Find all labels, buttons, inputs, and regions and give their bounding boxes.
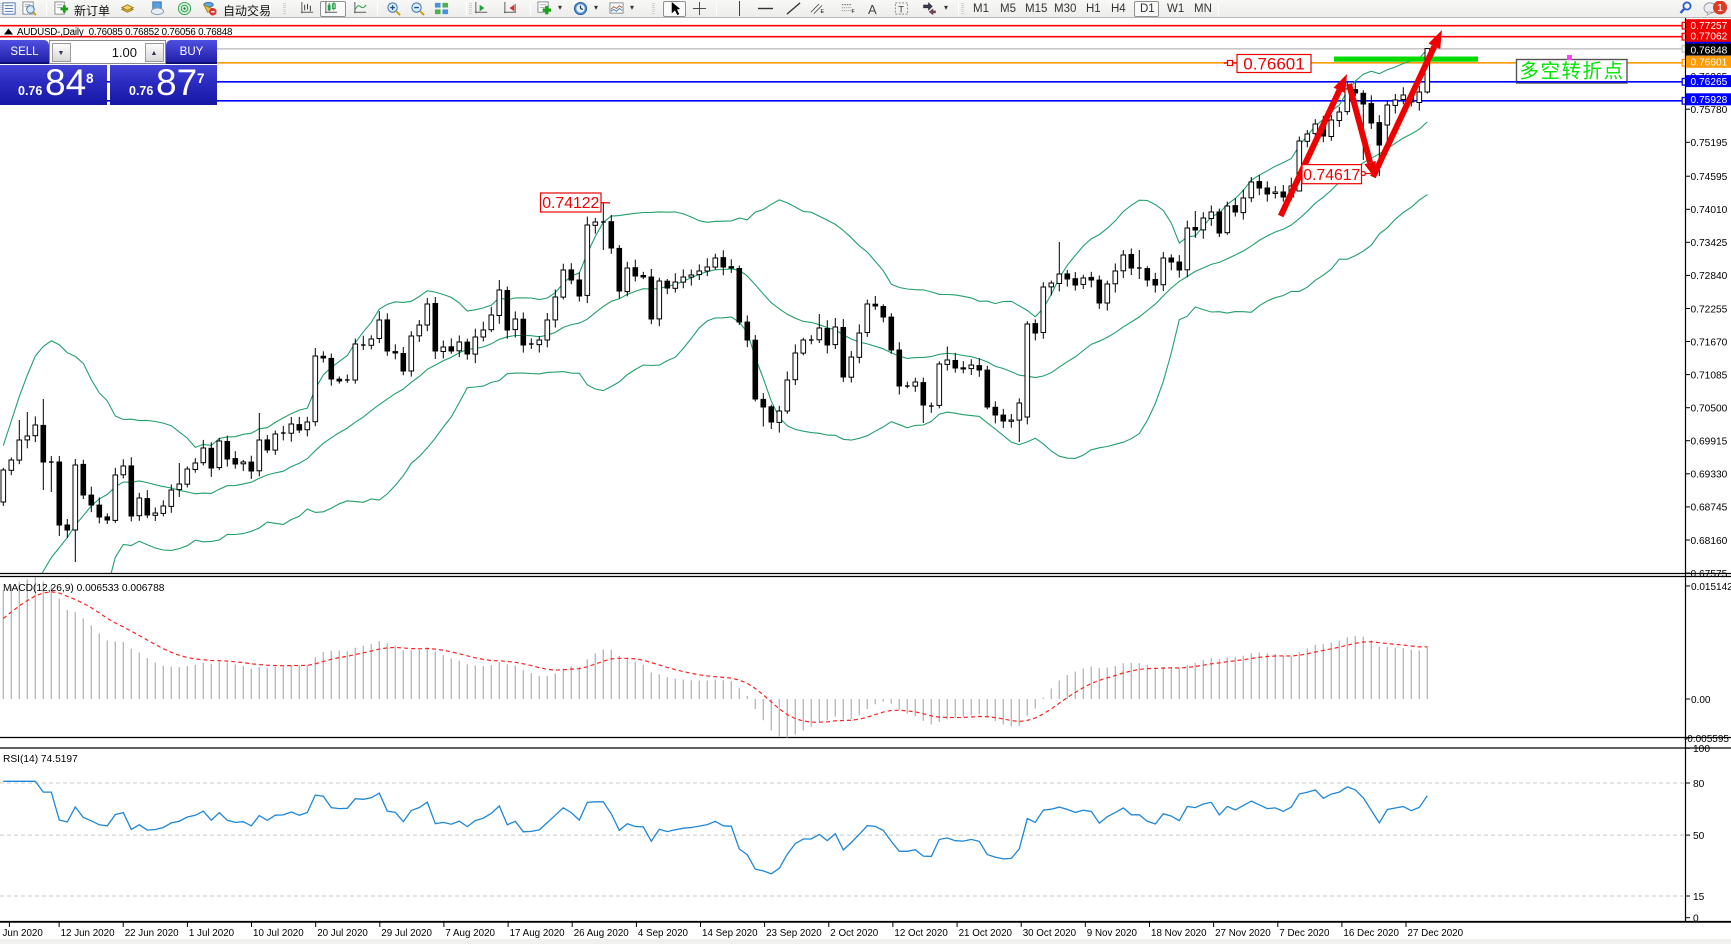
svg-text:20 Jul 2020: 20 Jul 2020 xyxy=(317,928,368,939)
svg-text:1 Jul 2020: 1 Jul 2020 xyxy=(189,928,235,939)
svg-text:17 Aug 2020: 17 Aug 2020 xyxy=(510,928,566,939)
svg-text:AUDUSD-,Daily 0.76085 0.76852: AUDUSD-,Daily 0.76085 0.76852 0.76056 0.… xyxy=(17,27,233,38)
svg-text:27 Dec 2020: 27 Dec 2020 xyxy=(1408,928,1464,939)
svg-text:0.68745: 0.68745 xyxy=(1691,503,1728,514)
svg-text:0.75780: 0.75780 xyxy=(1691,105,1728,116)
svg-text:2 Oct 2020: 2 Oct 2020 xyxy=(830,928,878,939)
svg-text:0.75195: 0.75195 xyxy=(1691,138,1728,149)
svg-text:0.72840: 0.72840 xyxy=(1691,271,1728,282)
svg-text:-0.005595: -0.005595 xyxy=(1684,734,1729,745)
svg-text:0.77062: 0.77062 xyxy=(1691,32,1728,43)
svg-text:10 Jul 2020: 10 Jul 2020 xyxy=(253,928,304,939)
svg-text:T: T xyxy=(898,4,904,14)
svg-text:12 Oct 2020: 12 Oct 2020 xyxy=(894,928,948,939)
svg-text:21 Oct 2020: 21 Oct 2020 xyxy=(959,928,1013,939)
svg-text:0.76265: 0.76265 xyxy=(1691,77,1728,88)
svg-text:0.73425: 0.73425 xyxy=(1691,238,1728,249)
svg-text:4 Sep 2020: 4 Sep 2020 xyxy=(638,928,689,939)
svg-text:26 Aug 2020: 26 Aug 2020 xyxy=(574,928,630,939)
svg-text:0.74010: 0.74010 xyxy=(1691,205,1728,216)
svg-text:27 Nov 2020: 27 Nov 2020 xyxy=(1215,928,1271,939)
svg-text:0.69915: 0.69915 xyxy=(1691,437,1728,448)
svg-text:29 Jul 2020: 29 Jul 2020 xyxy=(381,928,432,939)
svg-text:30 Oct 2020: 30 Oct 2020 xyxy=(1023,928,1077,939)
svg-text:15: 15 xyxy=(1693,892,1705,903)
svg-text:14 Sep 2020: 14 Sep 2020 xyxy=(702,928,758,939)
svg-text:MACD(12,26,9) 0.006533 0.00678: MACD(12,26,9) 0.006533 0.006788 xyxy=(3,583,165,594)
svg-text:0.75928: 0.75928 xyxy=(1691,95,1728,106)
svg-text:22 Jun 2020: 22 Jun 2020 xyxy=(125,928,179,939)
svg-text:7 Aug 2020: 7 Aug 2020 xyxy=(445,928,495,939)
svg-text:9 Nov 2020: 9 Nov 2020 xyxy=(1087,928,1138,939)
svg-text:0.71085: 0.71085 xyxy=(1691,370,1728,381)
svg-text:0.76601: 0.76601 xyxy=(1691,58,1728,69)
svg-text:0: 0 xyxy=(1693,914,1699,925)
svg-text:0.74595: 0.74595 xyxy=(1691,172,1728,183)
svg-text:F: F xyxy=(852,9,855,15)
svg-text:E: E xyxy=(821,9,825,15)
svg-text:0.68160: 0.68160 xyxy=(1691,536,1728,547)
svg-text:1: 1 xyxy=(1717,2,1723,14)
svg-text:0.72255: 0.72255 xyxy=(1691,304,1728,315)
svg-text:50: 50 xyxy=(1693,831,1705,842)
svg-text:16 Dec 2020: 16 Dec 2020 xyxy=(1343,928,1399,939)
svg-text:0.76848: 0.76848 xyxy=(1691,45,1728,56)
svg-text:18 Nov 2020: 18 Nov 2020 xyxy=(1151,928,1207,939)
svg-text:0.74617: 0.74617 xyxy=(1303,167,1360,184)
svg-text:Jun 2020: Jun 2020 xyxy=(3,928,44,939)
svg-text:0.00: 0.00 xyxy=(1691,695,1711,706)
svg-text:12 Jun 2020: 12 Jun 2020 xyxy=(61,928,115,939)
svg-text:0.70500: 0.70500 xyxy=(1691,404,1728,415)
svg-text:0.69330: 0.69330 xyxy=(1691,470,1728,481)
svg-text:0.76601: 0.76601 xyxy=(1243,55,1304,74)
svg-text:RSI(14) 74.5197: RSI(14) 74.5197 xyxy=(3,754,78,765)
svg-text:100: 100 xyxy=(1693,744,1710,755)
svg-text:7 Dec 2020: 7 Dec 2020 xyxy=(1279,928,1330,939)
svg-text:多空转折点: 多空转折点 xyxy=(1519,61,1624,83)
svg-text:80: 80 xyxy=(1693,779,1705,790)
svg-text:0.77257: 0.77257 xyxy=(1691,21,1728,32)
svg-text:0.71670: 0.71670 xyxy=(1691,337,1728,348)
svg-text:0.015142: 0.015142 xyxy=(1691,582,1731,593)
svg-text:0.74122: 0.74122 xyxy=(542,195,599,212)
svg-text:0.67575: 0.67575 xyxy=(1691,569,1728,580)
svg-text:23 Sep 2020: 23 Sep 2020 xyxy=(766,928,822,939)
